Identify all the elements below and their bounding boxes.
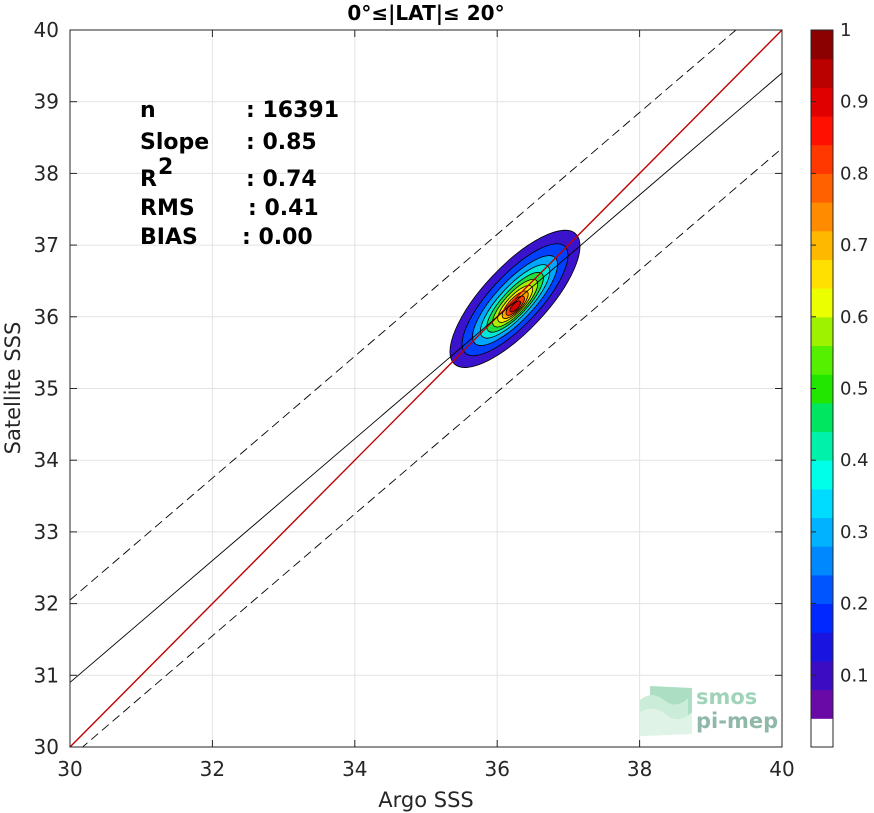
x-tick-label: 34	[342, 757, 367, 781]
x-tick-label: 36	[484, 757, 509, 781]
colorbar-tick-label: 0.1	[840, 665, 869, 686]
y-tick-label: 31	[34, 663, 59, 687]
y-tick-label: 32	[34, 592, 59, 616]
y-tick-label: 38	[34, 161, 59, 185]
y-tick-label: 30	[34, 735, 59, 759]
lower-bound-line	[81, 147, 782, 747]
one-to-one-line	[70, 30, 782, 747]
stats-box: n : 16391 Slope : 0.85 R 2 : 0.74 RMS : 0.41 BIAS…	[140, 98, 339, 250]
colorbar-swatch	[811, 345, 833, 375]
stat-value: : 0.85	[246, 130, 317, 155]
colorbar-tick-label: 0.4	[840, 450, 869, 471]
fit-lines	[70, 30, 782, 747]
smos-logo: smos pi-mep	[640, 685, 778, 736]
stat-label: Slope	[140, 130, 209, 155]
y-axis-label: Satellite SSS	[1, 322, 25, 455]
stat-value: : 16391	[246, 98, 339, 123]
y-tick-label: 39	[34, 90, 59, 114]
colorbar	[811, 30, 833, 748]
density-level	[509, 300, 521, 313]
colorbar-ticks: 0.1 0.2 0.3 0.4 0.5 0.6 0.7 0.8 0.9 1	[811, 20, 869, 686]
colorbar-swatch	[811, 116, 833, 146]
logo-line2: pi-mep	[696, 709, 778, 733]
x-axis: 30 32 34 36 38 40	[57, 30, 795, 781]
colorbar-tick-label: 1	[840, 20, 851, 41]
stat-value: : 0.74	[246, 167, 317, 192]
stat-label: BIAS	[140, 225, 198, 250]
colorbar-swatch	[811, 288, 833, 318]
stat-label: RMS	[140, 196, 195, 221]
colorbar-swatch	[811, 660, 833, 691]
y-tick-label: 33	[34, 520, 59, 544]
colorbar-swatch	[811, 603, 833, 633]
colorbar-swatch	[811, 431, 833, 461]
colorbar-swatch	[811, 488, 833, 519]
stat-label-sup: 2	[158, 155, 173, 180]
x-tick-label: 32	[200, 757, 225, 781]
colorbar-tick-label: 0.2	[840, 594, 869, 615]
stat-label: R	[140, 167, 157, 192]
colorbar-tick-label: 0.9	[840, 92, 869, 113]
stat-value: : 0.41	[248, 196, 319, 221]
y-tick-label: 40	[34, 18, 59, 42]
colorbar-swatch	[811, 259, 833, 289]
colorbar-tick-label: 0.5	[840, 379, 869, 400]
colorbar-swatch	[811, 546, 833, 576]
grid	[69, 29, 783, 748]
logo-line1: smos	[696, 685, 757, 709]
colorbar-swatch	[811, 58, 833, 88]
colorbar-swatch	[811, 689, 833, 719]
x-tick-label: 40	[769, 757, 794, 781]
y-tick-label: 36	[34, 305, 59, 329]
stat-label: n	[140, 98, 156, 123]
colorbar-swatch	[811, 402, 833, 433]
wave-logo-icon	[640, 686, 692, 736]
x-axis-label: Argo SSS	[378, 788, 473, 812]
colorbar-swatch	[811, 718, 833, 748]
colorbar-swatch	[811, 230, 833, 260]
regression-line	[70, 72, 782, 683]
colorbar-swatch	[811, 517, 833, 547]
colorbar-tick-label: 0.3	[840, 522, 869, 543]
colorbar-swatch	[811, 460, 833, 490]
upper-bound-line	[70, 30, 737, 601]
x-tick-label: 30	[57, 757, 82, 781]
chart-title: 0°≤|LAT|≤ 20°	[347, 1, 504, 25]
colorbar-swatch	[811, 144, 833, 174]
colorbar-tick-label: 0.7	[840, 235, 869, 256]
colorbar-swatch	[811, 632, 833, 662]
colorbar-swatch	[811, 202, 833, 232]
colorbar-swatch	[811, 87, 833, 117]
stat-value: : 0.00	[242, 225, 313, 250]
colorbar-swatch	[811, 374, 833, 404]
colorbar-swatch	[811, 574, 833, 605]
y-tick-label: 34	[34, 448, 59, 472]
colorbar-swatch	[811, 316, 833, 346]
colorbar-tick-label: 0.8	[840, 163, 869, 184]
y-axis: 30 31 32 33 34 35 36 37 38 39 40	[34, 18, 782, 759]
colorbar-tick-label: 0.6	[840, 307, 869, 328]
colorbar-swatch	[811, 173, 833, 203]
y-tick-label: 37	[34, 233, 59, 257]
colorbar-swatch	[811, 30, 833, 60]
y-tick-label: 35	[34, 377, 59, 401]
x-tick-label: 38	[627, 757, 652, 781]
